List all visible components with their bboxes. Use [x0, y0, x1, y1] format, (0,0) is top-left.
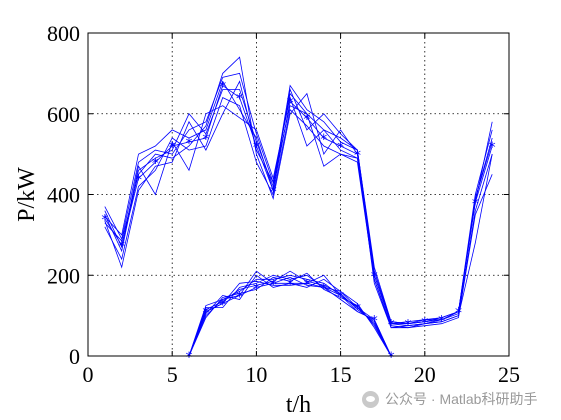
upper-series-line: [104, 72, 493, 327]
x-tick-label: 15: [330, 362, 352, 387]
data-point-marker: *: [287, 96, 294, 112]
upper-series-line: [104, 97, 493, 329]
lower-series-line: [188, 274, 392, 357]
y-tick-label: 400: [47, 183, 80, 208]
data-point-marker: *: [135, 172, 142, 188]
lower-series-line: [188, 270, 392, 357]
data-point-marker: *: [186, 136, 193, 152]
data-point-marker: *: [202, 132, 209, 148]
x-tick-label: 5: [167, 362, 178, 387]
lower-series-line: [188, 274, 392, 357]
data-point-marker: *: [303, 112, 310, 128]
lower-series-line: [188, 270, 392, 357]
x-tick-label: 0: [83, 362, 94, 387]
data-point-marker: *: [388, 350, 395, 366]
upper-series-line: [104, 80, 493, 329]
lower-series-line: [188, 272, 392, 357]
upper-series-line: [104, 56, 493, 329]
data-point-marker: *: [253, 140, 260, 156]
data-point-marker: *: [489, 140, 496, 156]
y-tick-label: 800: [47, 21, 80, 46]
data-point-marker: *: [169, 140, 176, 156]
data-point-marker: *: [186, 350, 193, 366]
y-tick-label: 200: [47, 263, 80, 288]
lower-series-line: [188, 282, 392, 357]
y-axis-label: P/kW: [14, 167, 40, 222]
x-tick-label: 25: [498, 362, 520, 387]
data-point-marker: *: [236, 92, 243, 108]
x-axis-label: t/h: [286, 392, 311, 418]
x-tick-label: 10: [245, 362, 267, 387]
data-point-marker: *: [152, 156, 159, 172]
data-point-marker: *: [236, 289, 243, 305]
watermark: 公众号 · Matlab科研助手: [362, 388, 537, 410]
y-tick-label: 0: [69, 344, 80, 369]
data-point-marker: *: [320, 132, 327, 148]
data-point-marker: *: [337, 140, 344, 156]
upper-series-line: [104, 96, 493, 325]
x-tick-label: 20: [414, 362, 436, 387]
data-point-marker: *: [219, 79, 226, 95]
data-point-marker: *: [219, 298, 226, 314]
watermark-text: 公众号 · Matlab科研助手: [385, 391, 538, 407]
wechat-icon: [362, 390, 379, 408]
y-tick-label: 600: [47, 102, 80, 127]
